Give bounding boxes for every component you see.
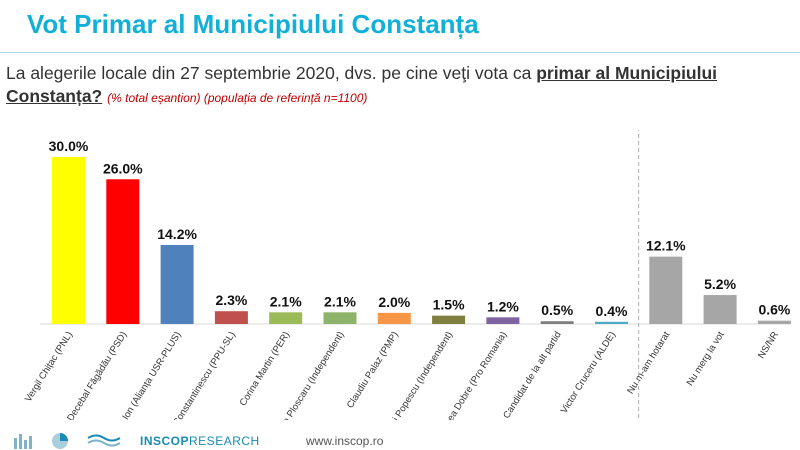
value-label-12: 5.2% <box>704 276 736 292</box>
bar-11 <box>649 256 683 324</box>
survey-question: La alegerile locale din 27 septembrie 20… <box>6 62 786 110</box>
value-label-13: 0.6% <box>758 302 790 318</box>
bar-12 <box>703 295 737 324</box>
bar-6 <box>377 312 411 324</box>
value-label-4: 2.1% <box>270 293 302 309</box>
category-label-13: NS/NR <box>756 330 781 361</box>
category-label-9: Candidat de la alt partid <box>501 330 564 420</box>
category-label-0: Vergil Chițac (PNL) <box>23 330 75 404</box>
value-label-3: 2.3% <box>215 292 247 308</box>
bar-8 <box>486 317 520 324</box>
value-label-2: 14.2% <box>157 226 197 242</box>
category-label-12: Nu merg la vot <box>685 329 727 388</box>
value-label-6: 2.0% <box>378 294 410 310</box>
title-divider <box>0 52 800 53</box>
bar-0 <box>52 157 85 324</box>
bar-7 <box>432 315 466 324</box>
bar-2 <box>160 244 194 324</box>
page-title: Vot Primar al Municipiului Constanța <box>27 9 479 39</box>
brand-name: INSCOPRESEARCH <box>140 434 260 448</box>
bar-1 <box>106 179 140 324</box>
bar-5 <box>323 312 357 324</box>
value-label-10: 0.4% <box>596 303 628 319</box>
bar-13 <box>757 320 791 324</box>
category-label-4: Corina Martin (PER) <box>238 330 293 408</box>
value-label-8: 1.2% <box>487 298 519 314</box>
brand-bold: INSCOP <box>140 434 190 448</box>
website-url[interactable]: www.inscop.ro <box>306 434 384 448</box>
category-label-6: Claudiu Palaz (PMP) <box>345 330 401 411</box>
category-label-10: Victor Cruceru (ALDE) <box>559 330 618 416</box>
value-label-7: 1.5% <box>433 297 465 313</box>
bar-3 <box>214 311 248 324</box>
sample-note: (% total eșantion) (populația de referin… <box>107 91 368 105</box>
value-label-0: 30.0% <box>49 138 89 154</box>
value-label-1: 26.0% <box>103 160 143 176</box>
value-label-11: 12.1% <box>646 238 686 254</box>
bar-chart: 30.0% Vergil Chițac (PNL) 26.0% Decebal Făg… <box>23 130 791 420</box>
inscop-icons-logo <box>14 433 121 449</box>
question-text: La alegerile locale din 27 septembrie 20… <box>6 63 537 83</box>
bar-9 <box>540 321 574 324</box>
value-label-9: 0.5% <box>541 302 573 318</box>
bar-10 <box>595 321 628 324</box>
category-label-11: Nu m-am hotarat <box>625 329 672 396</box>
value-label-5: 2.1% <box>324 293 356 309</box>
footer: INSCOPRESEARCH www.inscop.ro <box>0 420 800 450</box>
category-label-1: Decebal Făgădău (PSD) <box>65 330 129 420</box>
brand-light: RESEARCH <box>189 434 260 448</box>
question-highlight: primar al Municipiului Constanța? <box>6 63 718 106</box>
bar-4 <box>269 312 303 324</box>
